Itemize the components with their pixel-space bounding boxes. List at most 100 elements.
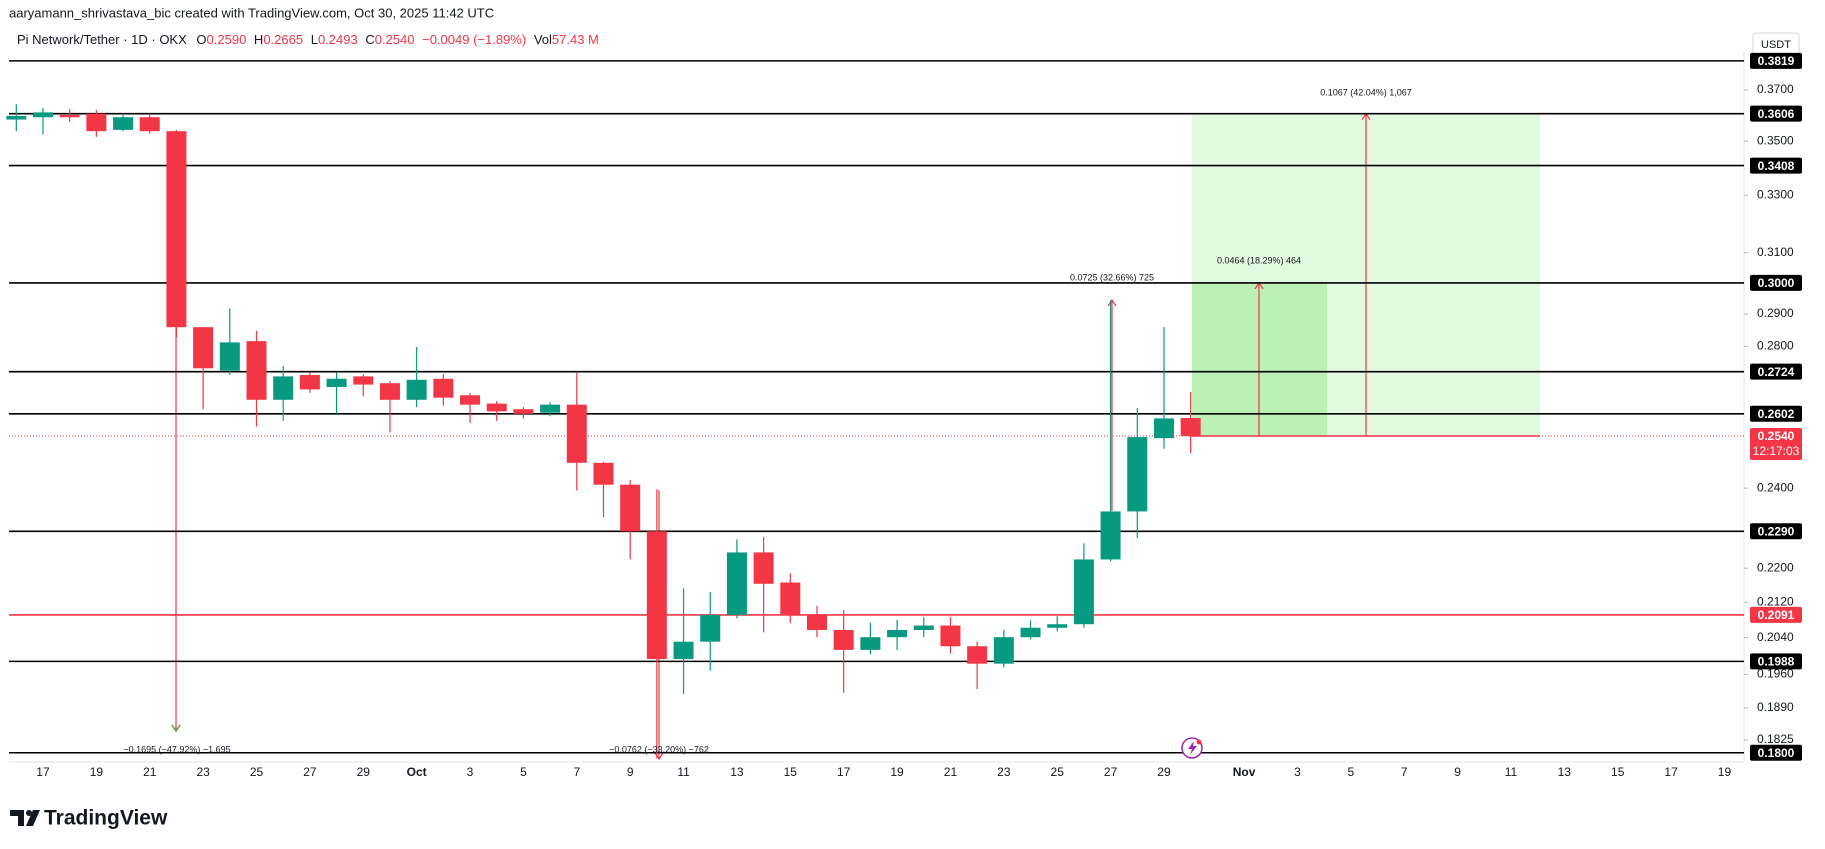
candle-body — [486, 403, 507, 412]
candle-body — [406, 379, 427, 400]
measure-label: 0.1067 (42.04%) 1,067 — [1320, 87, 1412, 97]
countdown: 12:17:03 — [1753, 444, 1800, 458]
candle-body — [860, 637, 881, 650]
level-badge — [1750, 523, 1802, 540]
candle-body — [1073, 559, 1094, 625]
candle-body — [1153, 418, 1174, 439]
x-tick-label: 23 — [997, 765, 1011, 779]
x-tick-label: 7 — [573, 765, 580, 779]
level-badge — [1750, 606, 1802, 623]
byline: aaryamann_shrivastava_bic created with T… — [9, 5, 494, 20]
x-tick-label: 27 — [303, 765, 317, 779]
x-tick-label: 11 — [677, 765, 690, 779]
alert-dot — [1196, 739, 1202, 745]
measure-label: 0.0464 (18.29%) 464 — [1217, 255, 1301, 265]
candle-body — [673, 641, 694, 660]
x-tick-label: 15 — [1611, 765, 1625, 779]
candle-body — [940, 625, 961, 647]
plot-area — [6, 60, 1744, 761]
brand: TradingView — [44, 807, 168, 830]
candle-body — [913, 625, 934, 630]
y-tick-label: 0.3100 — [1757, 245, 1794, 259]
x-tick-label: 9 — [627, 765, 634, 779]
y-tick-label: 0.3500 — [1757, 133, 1794, 147]
candle-body — [593, 462, 614, 485]
y-tick-label: 0.2400 — [1757, 480, 1794, 494]
x-tick-label: 25 — [250, 765, 264, 779]
level-label: 0.2724 — [1758, 365, 1795, 379]
x-tick-label: 13 — [1558, 765, 1572, 779]
y-tick-label: 0.1890 — [1757, 700, 1794, 714]
candle-body — [433, 378, 454, 398]
measure-label: 0.0725 (32.66%) 725 — [1070, 272, 1154, 282]
candle-body — [566, 404, 587, 463]
currency: USDT — [1761, 39, 1791, 51]
current-badge — [1750, 427, 1802, 460]
alert-icon[interactable] — [1181, 737, 1203, 759]
x-tick-label: 19 — [90, 765, 104, 779]
x-tick-label: 23 — [196, 765, 210, 779]
x-tick-label: 11 — [1505, 765, 1518, 779]
brand-logo — [10, 810, 40, 826]
candle-body — [326, 378, 347, 387]
level-label: 0.2602 — [1758, 407, 1795, 421]
candle-body — [379, 383, 400, 400]
x-tick-label: 17 — [837, 765, 851, 779]
y-tick-label: 0.2040 — [1757, 630, 1794, 644]
candle-body — [193, 327, 214, 369]
level-badge — [1750, 363, 1802, 380]
ohlc-key: L — [311, 32, 318, 47]
ohlc-value: 0.2540 — [375, 32, 415, 47]
candle-body — [807, 614, 827, 630]
x-tick-label: 17 — [36, 765, 50, 779]
x-tick-label: 3 — [1294, 765, 1301, 779]
candle-body — [1020, 627, 1041, 638]
candle-body — [1127, 437, 1148, 512]
level-label: 0.3000 — [1758, 276, 1795, 290]
y-tick-label: 0.3700 — [1757, 82, 1794, 96]
y-tick-label: 0.3300 — [1757, 187, 1794, 201]
level-label: 0.3819 — [1758, 54, 1795, 68]
candle-body — [646, 531, 667, 660]
ohlc-value: 0.2493 — [318, 32, 358, 47]
candle-body — [1180, 418, 1201, 436]
x-tick-label: 27 — [1104, 765, 1118, 779]
x-tick-label: 5 — [1347, 765, 1354, 779]
level-badge — [1750, 274, 1802, 291]
candle-body — [780, 582, 801, 615]
x-tick-label: 5 — [520, 765, 527, 779]
x-tick-label: 7 — [1401, 765, 1408, 779]
y-tick-label: 0.2800 — [1757, 339, 1794, 353]
volume: 57.43 M — [552, 32, 599, 47]
measure-arrow-head — [1107, 298, 1117, 307]
level-badge — [1750, 52, 1802, 69]
candle-body — [726, 552, 747, 615]
level-badge — [1750, 744, 1802, 761]
logo-mark — [10, 810, 24, 826]
level-badge — [1750, 653, 1802, 670]
candle-body — [753, 552, 774, 584]
candle-body — [113, 117, 134, 130]
candle-body — [540, 404, 561, 413]
level-badge — [1750, 157, 1802, 174]
level-badge — [1750, 105, 1802, 122]
x-tick-label: 15 — [784, 765, 798, 779]
x-tick-label: Oct — [407, 765, 427, 779]
candle-body — [1047, 624, 1068, 628]
x-tick-label: 19 — [1718, 765, 1732, 779]
candle-body — [219, 342, 240, 371]
level-label: 0.2091 — [1758, 608, 1795, 622]
x-tick-label: 29 — [357, 765, 371, 779]
candle-body — [833, 629, 854, 650]
x-tick-label: 25 — [1051, 765, 1065, 779]
candle-body — [460, 395, 481, 405]
ohlc-value: 0.2665 — [263, 32, 303, 47]
candle-body — [273, 376, 294, 400]
candle-body — [32, 112, 53, 118]
y-tick-label: 0.1825 — [1757, 732, 1794, 746]
candle-body — [86, 113, 107, 132]
x-tick-label: 3 — [467, 765, 474, 779]
ohlc-value: 0.2590 — [207, 32, 247, 47]
